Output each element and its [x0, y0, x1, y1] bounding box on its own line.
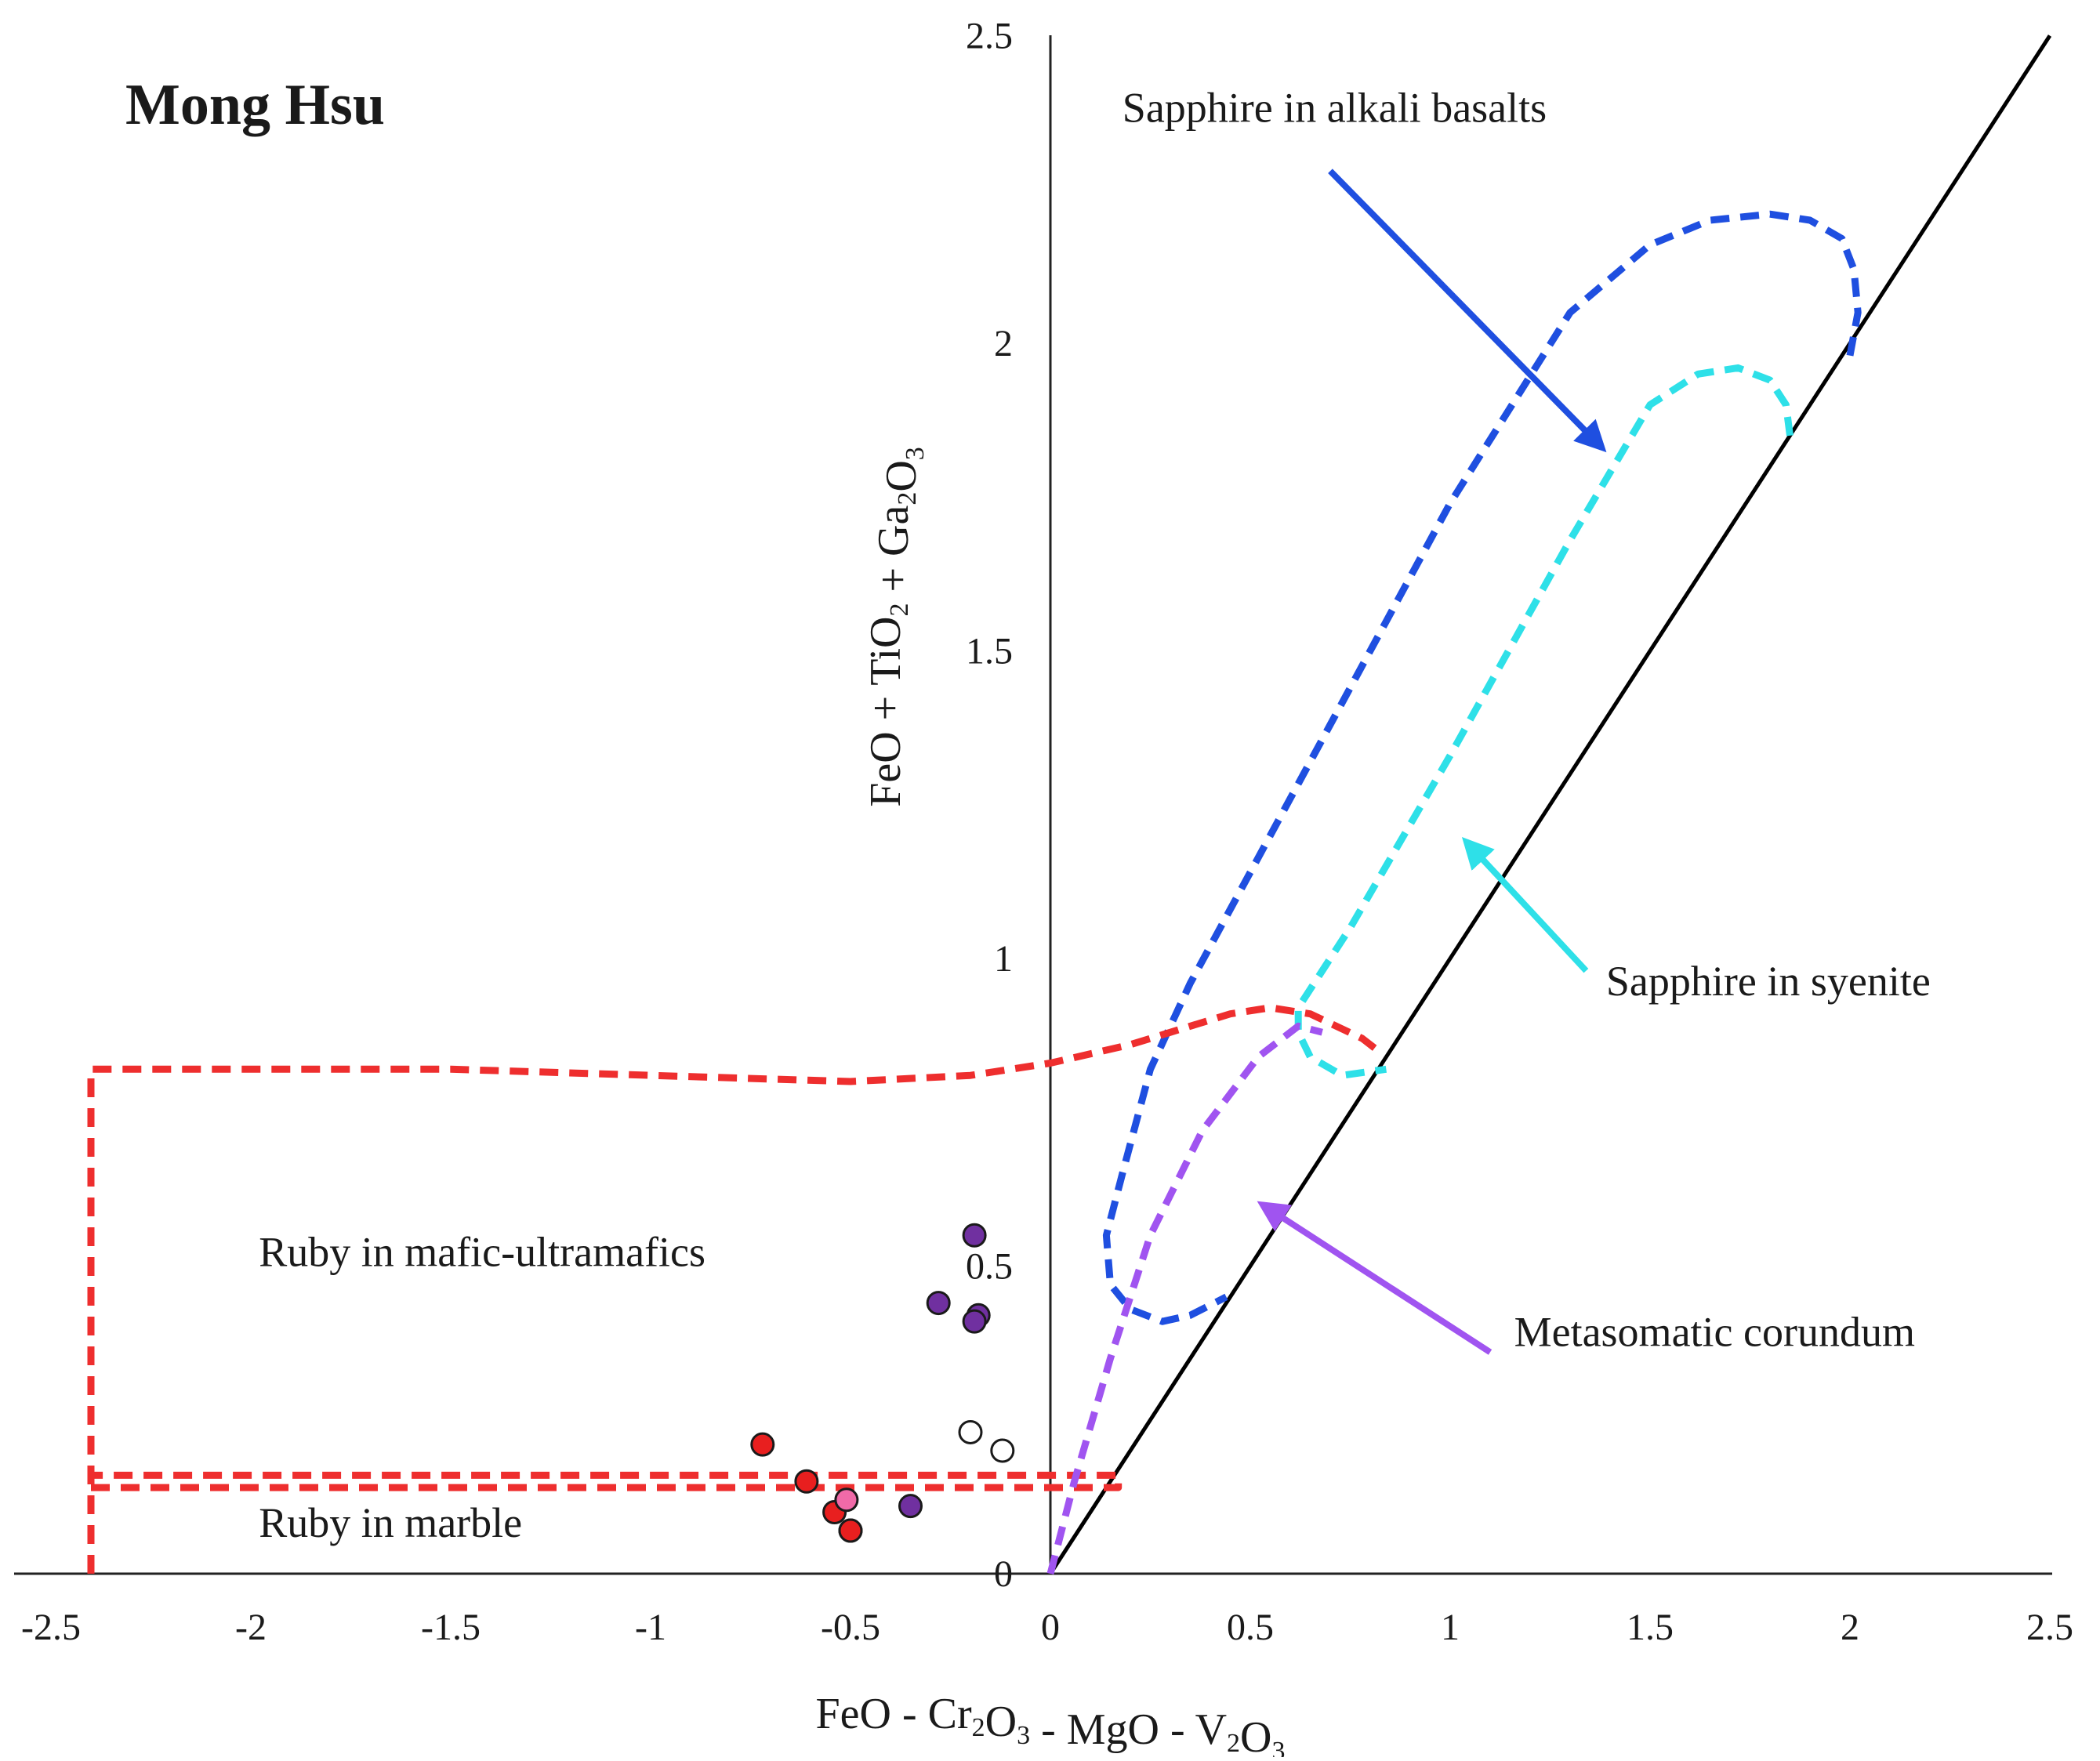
- point-purple: [898, 1494, 923, 1519]
- y-tick-label: 1: [994, 938, 1013, 980]
- x-tick-label: -2.5: [21, 1607, 81, 1648]
- y-axis-title: FeO + TiO2 + Ga2O3: [861, 447, 930, 807]
- field-sapphire-in-alkali-basalts: [1102, 210, 1862, 1325]
- reference-line: [1048, 34, 2052, 1575]
- point-red: [838, 1518, 863, 1543]
- field-boundaries: [87, 210, 1862, 1575]
- y-tick-label: 1.5: [966, 631, 1013, 672]
- arrow-3: [1257, 1201, 1492, 1355]
- y-tick-label: 0: [994, 1553, 1013, 1595]
- field-ruby-in-marble: [91, 1471, 1123, 1491]
- x-tick-label: -1.5: [421, 1607, 481, 1648]
- y-tick-label: 0.5: [966, 1246, 1013, 1288]
- x-tick-labels: -2.5 -2 -1.5 -1 -0.5 0 0.5 1 1.5 2 2.5: [21, 1607, 2073, 1648]
- arrow-2: [1461, 836, 1589, 973]
- point-purple: [926, 1291, 951, 1316]
- x-tick-label: 0: [1041, 1607, 1060, 1648]
- x-tick-label: -2: [235, 1607, 267, 1648]
- arrow-1: [1328, 168, 1607, 453]
- x-tick-label: -0.5: [821, 1607, 880, 1648]
- x-tick-label: 1.5: [1627, 1607, 1674, 1648]
- data-points: [750, 1223, 1015, 1543]
- x-tick-label: 2.5: [2026, 1607, 2073, 1648]
- y-tick-label: 2.5: [966, 16, 1013, 57]
- x-tick-label: -1: [635, 1607, 666, 1648]
- chart-title: Mong Hsu: [125, 73, 385, 137]
- point-purple: [962, 1309, 987, 1334]
- field-metasomatic-corundum: [1046, 1022, 1323, 1575]
- point-red: [794, 1469, 819, 1494]
- y-tick-labels: 0 0.5 1 1.5 2 2.5: [966, 16, 1013, 1596]
- x-tick-label: 0.5: [1227, 1607, 1274, 1648]
- label-metasomatic-corundum: Metasomatic corundum: [1514, 1309, 1915, 1356]
- field-labels: Sapphire in alkali basalts Sapphire in sy…: [259, 84, 1931, 1546]
- field-arrows: [1257, 168, 1607, 1355]
- point-open: [990, 1438, 1015, 1463]
- x-tick-label: 2: [1841, 1607, 1859, 1648]
- point-pink: [834, 1487, 859, 1513]
- field-ruby-in-mafic-ultramafics: [87, 1004, 1380, 1574]
- label-ruby-in-marble: Ruby in marble: [259, 1499, 522, 1546]
- point-open: [958, 1419, 983, 1444]
- x-axis-title: FeO - Cr2O3 - MgO - V2O3: [816, 1690, 1286, 1757]
- label-ruby-in-mafic-ultramafics: Ruby in mafic-ultramafics: [259, 1229, 705, 1276]
- one-to-one-line: [1048, 34, 2052, 1575]
- point-purple: [962, 1223, 987, 1248]
- field-sapphire-in-syenite: [1294, 364, 1794, 1079]
- y-tick-label: 2: [994, 323, 1013, 364]
- label-sapphire-in-alkali-basalts: Sapphire in alkali basalts: [1123, 84, 1547, 131]
- x-tick-label: 1: [1441, 1607, 1460, 1648]
- label-sapphire-in-syenite: Sapphire in syenite: [1606, 958, 1931, 1005]
- point-red: [750, 1432, 775, 1457]
